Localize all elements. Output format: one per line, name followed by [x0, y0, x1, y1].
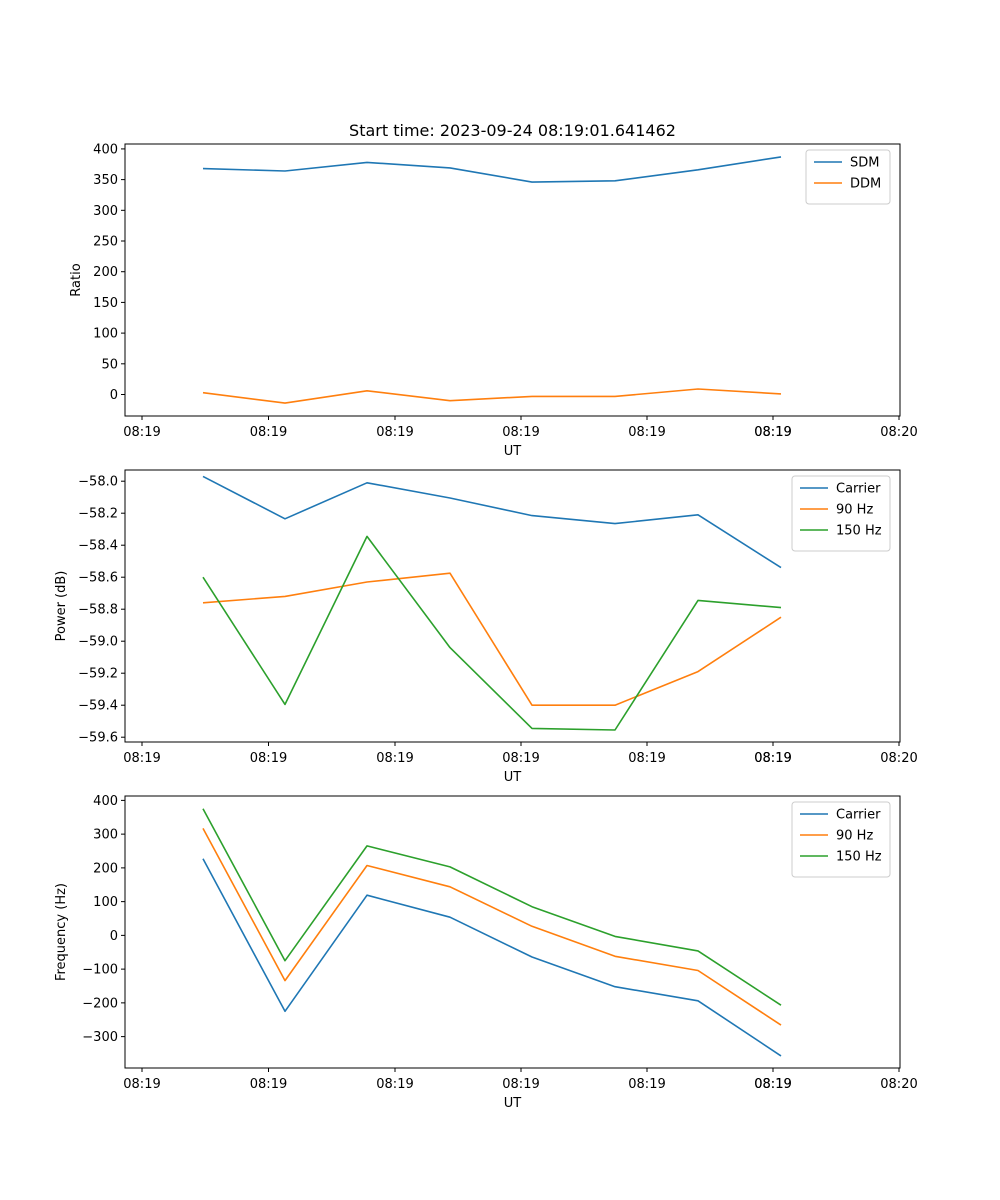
- series-line-90-hz: [202, 572, 782, 707]
- x-tick-label: 08:19: [250, 751, 287, 766]
- y-tick-label: −300: [82, 1030, 118, 1045]
- y-tick-label: 200: [93, 861, 118, 876]
- legend-label: 150 Hz: [836, 524, 882, 539]
- x-tick-label: 08:19: [754, 425, 791, 440]
- y-tick-label: 400: [93, 794, 118, 809]
- x-tick-label: 08:19: [754, 1077, 791, 1092]
- series-line-150-hz: [202, 808, 782, 1006]
- axes-frame: [124, 469, 901, 743]
- legend-label: 90 Hz: [836, 829, 873, 844]
- chart-panel-3: −300 −200 −100 0 100 200 300 400 08:19 08:19 08:19…: [54, 794, 918, 1111]
- y-tick-label: −58.6: [78, 571, 118, 586]
- y-tick-label: 300: [93, 204, 118, 219]
- legend-label: SDM: [850, 156, 879, 171]
- x-tick-label: 08:20: [880, 425, 917, 440]
- x-tick-label: 08:19: [502, 1077, 539, 1092]
- legend: Carrier 90 Hz 150 Hz: [791, 801, 891, 878]
- x-tick-label: 08:19: [250, 425, 287, 440]
- x-axis-label: UT: [504, 1096, 522, 1111]
- y-tick-label: 350: [93, 173, 118, 188]
- x-tick-label: 08:19: [123, 1077, 160, 1092]
- x-tick-label: 08:19: [502, 751, 539, 766]
- y-tick-label: 0: [110, 388, 118, 403]
- legend-label: DDM: [850, 177, 881, 192]
- y-tick-label: −200: [82, 996, 118, 1011]
- y-tick-label: −59.6: [78, 731, 118, 746]
- axes-frame: [124, 143, 901, 417]
- x-tick-label: 08:19: [123, 425, 160, 440]
- series-line-sdm: [202, 156, 782, 183]
- y-tick-label: 100: [93, 895, 118, 910]
- y-tick-label: 300: [93, 828, 118, 843]
- axes-frame: [124, 795, 901, 1069]
- y-axis-label: Ratio: [69, 263, 84, 296]
- x-axis-label: UT: [504, 770, 522, 785]
- legend-box: [791, 475, 891, 552]
- x-tick-label: 08:19: [376, 425, 413, 440]
- x-tick-label: 08:20: [880, 1077, 917, 1092]
- x-axis-label: UT: [504, 444, 522, 459]
- y-tick-label: −59.2: [78, 667, 118, 682]
- x-tick-label: 08:19: [250, 1077, 287, 1092]
- chart-panel-1: 0 50 100 150 200 250 300 350 400 08:19 08:19 08:19 0…: [69, 142, 918, 459]
- chart-panel-2: −59.6 −59.4 −59.2 −59.0 −58.8 −58.6 −58.4 −58.2…: [54, 469, 918, 785]
- y-tick-label: −58.2: [78, 507, 118, 522]
- y-tick-label: −58.8: [78, 603, 118, 618]
- y-tick-label: 100: [93, 327, 118, 342]
- series-line-90-hz: [202, 828, 782, 1026]
- y-tick-label: −58.4: [78, 539, 118, 554]
- x-tick-label: 08:19: [754, 751, 791, 766]
- x-tick-label: 08:19: [754, 425, 791, 440]
- legend-label: 150 Hz: [836, 850, 882, 865]
- x-tick-label: 08:19: [123, 751, 160, 766]
- legend: Carrier 90 Hz 150 Hz: [791, 475, 891, 552]
- y-tick-label: −58.0: [78, 475, 118, 490]
- legend-label: Carrier: [836, 808, 881, 823]
- y-tick-label: 0: [110, 929, 118, 944]
- y-tick-label: 50: [101, 357, 118, 372]
- x-tick-label: 08:19: [628, 1077, 665, 1092]
- y-tick-label: −100: [82, 963, 118, 978]
- series-line-carrier: [202, 858, 782, 1057]
- x-tick-label: 08:19: [628, 751, 665, 766]
- x-tick-label: 08:19: [502, 425, 539, 440]
- series-line-ddm: [202, 388, 782, 404]
- x-tick-label: 08:19: [376, 751, 413, 766]
- x-tick-label: 08:19: [376, 1077, 413, 1092]
- figure-title: Start time: 2023-09-24 08:19:01.641462: [349, 121, 676, 140]
- y-tick-label: 200: [93, 265, 118, 280]
- y-tick-label: −59.0: [78, 635, 118, 650]
- series-line-150-hz: [202, 535, 782, 731]
- legend-label: Carrier: [836, 482, 881, 497]
- y-tick-label: 400: [93, 142, 118, 157]
- legend: SDM DDM: [805, 149, 891, 205]
- legend-box: [791, 801, 891, 878]
- legend-label: 90 Hz: [836, 503, 873, 518]
- y-axis-label: Power (dB): [54, 571, 69, 642]
- y-axis-label: Frequency (Hz): [54, 883, 69, 981]
- y-tick-label: −59.4: [78, 699, 118, 714]
- x-tick-label: 08:19: [754, 751, 791, 766]
- x-tick-label: 08:19: [628, 425, 665, 440]
- y-tick-label: 250: [93, 235, 118, 250]
- x-tick-label: 08:19: [754, 1077, 791, 1092]
- y-tick-label: 150: [93, 296, 118, 311]
- x-tick-label: 08:20: [880, 751, 917, 766]
- legend-box: [805, 149, 891, 205]
- series-line-carrier: [202, 475, 782, 569]
